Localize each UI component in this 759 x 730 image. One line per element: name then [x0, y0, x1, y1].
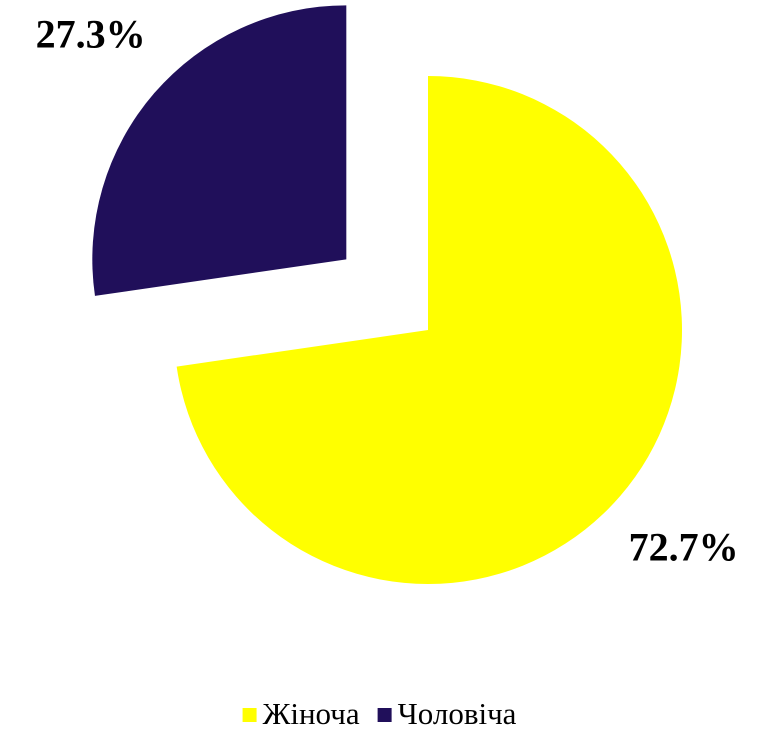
legend-swatch [377, 708, 392, 722]
legend-swatch [242, 708, 257, 722]
pie-slice [92, 5, 347, 296]
data-label: 27.3% [36, 11, 146, 56]
legend-label: Жіноча [263, 696, 360, 730]
legend-label: Чоловіча [398, 696, 517, 730]
data-label: 72.7% [629, 524, 739, 569]
pie-slice [176, 76, 683, 584]
